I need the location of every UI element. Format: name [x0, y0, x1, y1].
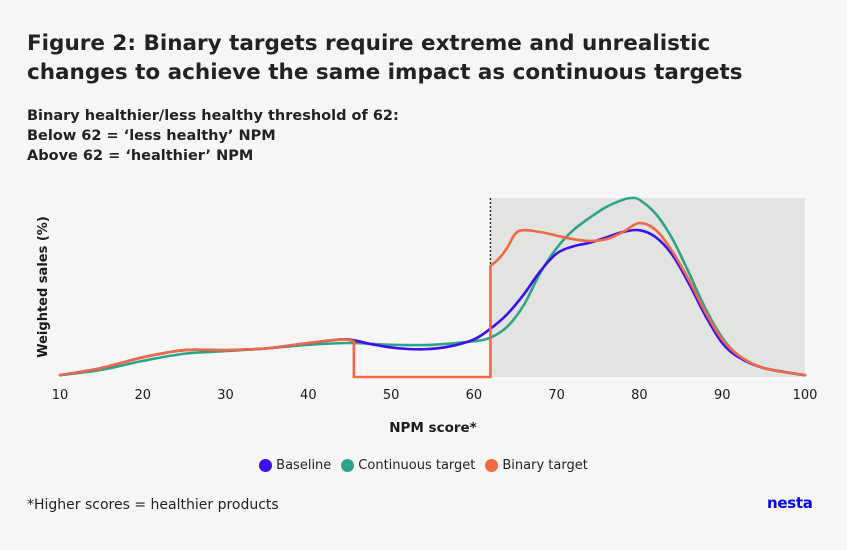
legend-swatch-continuous-target	[341, 459, 355, 472]
x-tick-label: 30	[217, 388, 234, 403]
x-tick-label: 20	[135, 388, 152, 403]
legend-item-binary-target: Binary target	[485, 458, 588, 473]
x-tick-label: 40	[300, 388, 317, 403]
x-tick-label: 60	[466, 388, 483, 403]
x-tick-label: 70	[548, 388, 565, 403]
legend-label: Binary target	[502, 458, 588, 473]
chart-title: Figure 2: Binary targets require extreme…	[27, 31, 743, 85]
nesta-logo: nesta	[767, 494, 813, 512]
subtitle-line: Binary healthier/less healthy threshold …	[27, 108, 399, 124]
x-tick-label: 80	[631, 388, 648, 403]
chart-subtitle: Binary healthier/less healthy threshold …	[27, 106, 399, 166]
healthier-shaded-region	[490, 198, 805, 377]
legend-swatch-binary-target	[485, 459, 499, 472]
x-tick-layer: 10 20 30 40 50 60 70 80 90 100	[52, 388, 818, 403]
series-line-binary-target	[58, 221, 807, 379]
x-tick-label: 50	[383, 388, 400, 403]
x-tick-label: 100	[793, 388, 818, 403]
series-layer	[58, 196, 807, 379]
subtitle-line: Below 62 = ‘less healthy’ NPM	[27, 128, 276, 144]
y-axis-label: Weighted sales (%)	[36, 216, 51, 358]
chart-legend: Baseline Continuous target Binary target	[0, 458, 847, 473]
legend-item-baseline: Baseline	[259, 458, 331, 473]
legend-label: Baseline	[276, 458, 332, 473]
x-tick-label: 10	[52, 388, 69, 403]
x-axis-label: NPM score*	[389, 420, 477, 436]
subtitle-line: Above 62 = ‘healthier’ NPM	[27, 148, 254, 164]
legend-item-continuous-target: Continuous target	[341, 458, 475, 473]
x-tick-label: 90	[714, 388, 731, 403]
legend-swatch-baseline	[259, 459, 273, 472]
legend-label: Continuous target	[358, 458, 476, 473]
footnote: *Higher scores = healthier products	[27, 497, 279, 513]
